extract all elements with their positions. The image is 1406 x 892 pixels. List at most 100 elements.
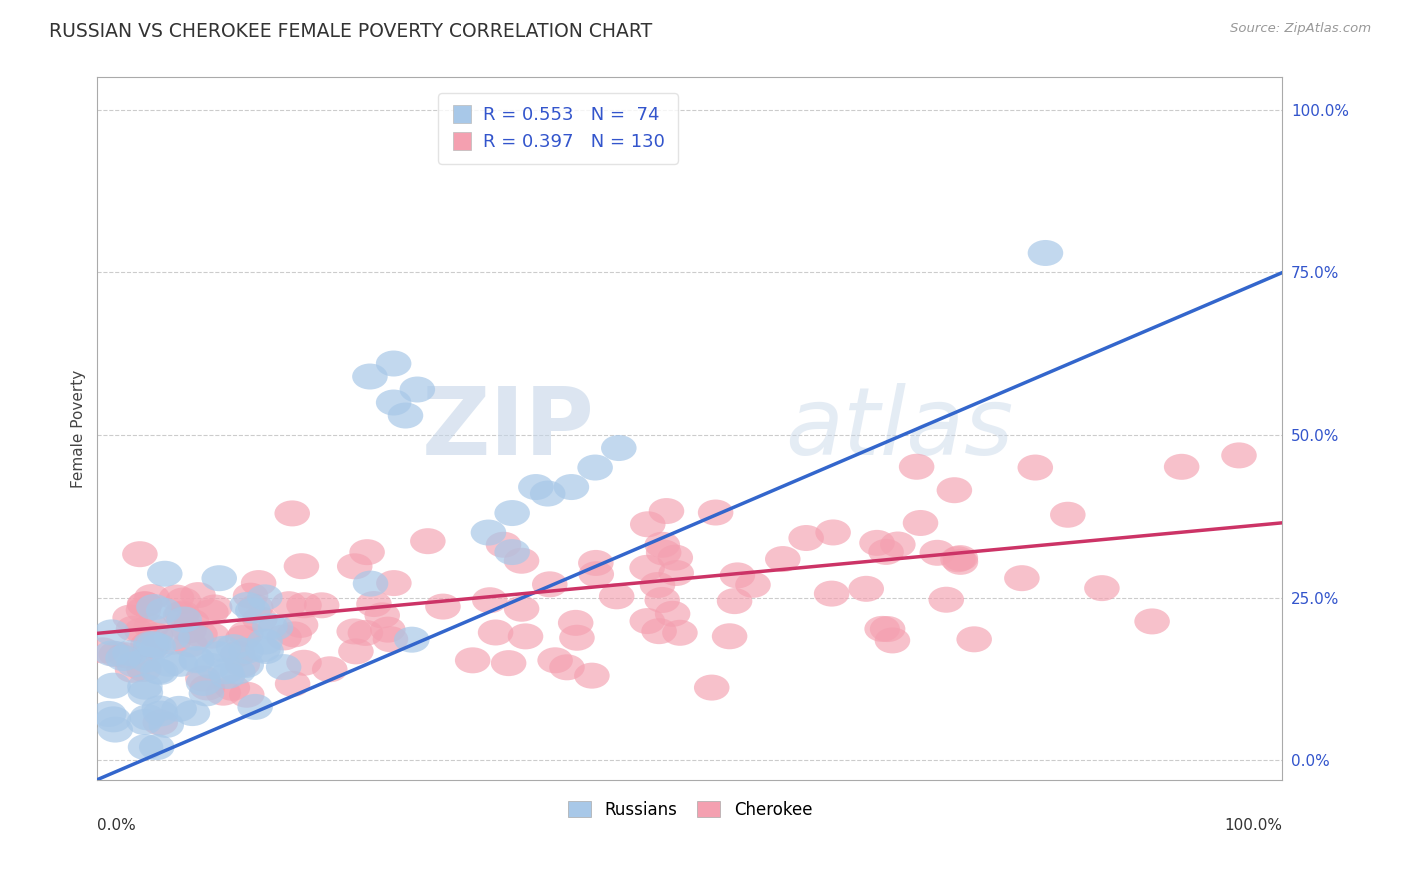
Ellipse shape bbox=[134, 632, 169, 657]
Ellipse shape bbox=[537, 648, 572, 673]
Ellipse shape bbox=[815, 519, 851, 546]
Ellipse shape bbox=[578, 455, 613, 481]
Ellipse shape bbox=[105, 645, 141, 671]
Ellipse shape bbox=[115, 615, 152, 641]
Ellipse shape bbox=[179, 646, 214, 672]
Ellipse shape bbox=[578, 550, 613, 576]
Ellipse shape bbox=[373, 626, 408, 652]
Ellipse shape bbox=[156, 629, 191, 655]
Ellipse shape bbox=[136, 594, 172, 620]
Ellipse shape bbox=[249, 638, 284, 664]
Ellipse shape bbox=[630, 608, 665, 634]
Ellipse shape bbox=[271, 591, 307, 617]
Ellipse shape bbox=[180, 582, 215, 608]
Ellipse shape bbox=[127, 656, 162, 682]
Ellipse shape bbox=[1084, 575, 1119, 601]
Ellipse shape bbox=[574, 663, 610, 689]
Ellipse shape bbox=[186, 665, 221, 691]
Ellipse shape bbox=[146, 598, 181, 624]
Ellipse shape bbox=[108, 642, 143, 668]
Ellipse shape bbox=[266, 654, 301, 680]
Ellipse shape bbox=[375, 351, 412, 376]
Ellipse shape bbox=[91, 701, 127, 727]
Ellipse shape bbox=[648, 498, 685, 524]
Ellipse shape bbox=[274, 500, 309, 526]
Ellipse shape bbox=[179, 624, 214, 650]
Ellipse shape bbox=[658, 545, 693, 571]
Ellipse shape bbox=[478, 619, 513, 646]
Ellipse shape bbox=[155, 624, 190, 650]
Ellipse shape bbox=[127, 591, 163, 617]
Ellipse shape bbox=[456, 648, 491, 673]
Ellipse shape bbox=[125, 597, 162, 624]
Ellipse shape bbox=[425, 593, 461, 620]
Ellipse shape bbox=[128, 680, 163, 706]
Ellipse shape bbox=[115, 657, 150, 683]
Ellipse shape bbox=[304, 592, 339, 618]
Ellipse shape bbox=[172, 617, 207, 643]
Ellipse shape bbox=[644, 532, 681, 558]
Ellipse shape bbox=[174, 700, 211, 726]
Ellipse shape bbox=[165, 600, 200, 626]
Ellipse shape bbox=[209, 663, 245, 689]
Ellipse shape bbox=[94, 619, 129, 646]
Ellipse shape bbox=[225, 625, 260, 651]
Ellipse shape bbox=[352, 364, 388, 390]
Ellipse shape bbox=[138, 623, 173, 648]
Ellipse shape bbox=[201, 641, 238, 667]
Ellipse shape bbox=[717, 588, 752, 614]
Ellipse shape bbox=[644, 587, 681, 613]
Ellipse shape bbox=[142, 709, 179, 735]
Ellipse shape bbox=[936, 477, 972, 503]
Ellipse shape bbox=[942, 549, 979, 574]
Ellipse shape bbox=[142, 696, 177, 722]
Ellipse shape bbox=[485, 532, 522, 558]
Ellipse shape bbox=[208, 658, 243, 684]
Ellipse shape bbox=[141, 633, 176, 659]
Ellipse shape bbox=[252, 614, 288, 640]
Ellipse shape bbox=[98, 641, 134, 667]
Ellipse shape bbox=[215, 634, 252, 660]
Ellipse shape bbox=[122, 541, 157, 567]
Ellipse shape bbox=[411, 528, 446, 554]
Ellipse shape bbox=[112, 605, 148, 631]
Ellipse shape bbox=[257, 615, 294, 640]
Ellipse shape bbox=[112, 640, 148, 666]
Ellipse shape bbox=[229, 592, 264, 618]
Ellipse shape bbox=[920, 540, 955, 566]
Ellipse shape bbox=[928, 587, 965, 613]
Ellipse shape bbox=[339, 639, 374, 665]
Ellipse shape bbox=[233, 582, 269, 608]
Ellipse shape bbox=[190, 674, 225, 700]
Ellipse shape bbox=[94, 640, 129, 666]
Ellipse shape bbox=[128, 734, 163, 760]
Ellipse shape bbox=[127, 673, 163, 699]
Ellipse shape bbox=[356, 591, 392, 617]
Ellipse shape bbox=[1222, 442, 1257, 468]
Ellipse shape bbox=[124, 618, 160, 644]
Ellipse shape bbox=[215, 675, 250, 701]
Ellipse shape bbox=[136, 632, 172, 657]
Ellipse shape bbox=[364, 602, 399, 628]
Ellipse shape bbox=[491, 650, 526, 676]
Ellipse shape bbox=[1050, 501, 1085, 528]
Ellipse shape bbox=[240, 570, 277, 596]
Ellipse shape bbox=[143, 659, 179, 685]
Ellipse shape bbox=[640, 572, 675, 598]
Ellipse shape bbox=[174, 608, 209, 635]
Ellipse shape bbox=[201, 566, 238, 591]
Ellipse shape bbox=[655, 601, 690, 627]
Ellipse shape bbox=[148, 561, 183, 587]
Ellipse shape bbox=[1135, 608, 1170, 634]
Ellipse shape bbox=[162, 696, 197, 722]
Ellipse shape bbox=[247, 629, 283, 655]
Ellipse shape bbox=[129, 705, 166, 731]
Ellipse shape bbox=[228, 652, 264, 678]
Ellipse shape bbox=[163, 651, 198, 677]
Ellipse shape bbox=[131, 632, 166, 657]
Ellipse shape bbox=[139, 734, 174, 760]
Ellipse shape bbox=[898, 454, 935, 480]
Ellipse shape bbox=[97, 716, 134, 742]
Ellipse shape bbox=[503, 596, 540, 622]
Ellipse shape bbox=[349, 539, 385, 566]
